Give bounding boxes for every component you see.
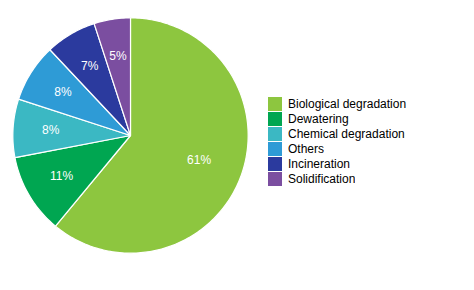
svg-text:8%: 8%	[54, 85, 72, 99]
svg-text:61%: 61%	[187, 153, 211, 167]
html-text:Solidification: Solidification	[288, 172, 356, 186]
html-text:Biological degradation: Biological degradation	[288, 97, 407, 111]
html-text:Incineration: Incineration	[288, 157, 350, 171]
html-text:Others: Others	[288, 142, 324, 156]
svg-text:8%: 8%	[42, 123, 60, 137]
svg-text:5%: 5%	[109, 49, 127, 63]
html-text:Dewatering: Dewatering	[288, 112, 349, 126]
svg-text:11%: 11%	[50, 169, 73, 183]
svg-text:7%: 7%	[81, 59, 99, 73]
html-text:Chemical degradation: Chemical degradation	[288, 127, 405, 141]
